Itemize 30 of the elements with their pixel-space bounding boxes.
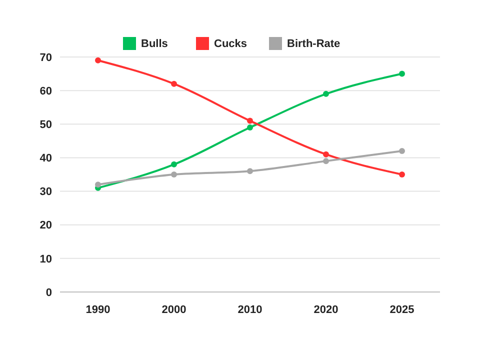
point	[95, 57, 101, 64]
y-tick-label: 70	[40, 52, 52, 64]
point	[399, 70, 405, 77]
point	[171, 80, 177, 87]
x-tick-label: 1990	[86, 304, 110, 316]
point	[323, 151, 329, 158]
y-tick-label: 0	[46, 286, 52, 299]
y-tick-label: 10	[40, 253, 52, 266]
x-tick-label: 2000	[162, 304, 186, 316]
x-tick-label: 2025	[390, 304, 414, 316]
y-tick-label: 60	[40, 85, 52, 98]
x-tick-label: 2020	[314, 304, 338, 316]
point	[399, 148, 405, 154]
legend-label: Bulls	[141, 38, 168, 50]
point	[247, 118, 253, 124]
y-tick-label: 40	[40, 152, 52, 165]
point	[323, 90, 329, 97]
y-tick-label: 50	[40, 118, 52, 131]
legend-label: Cucks	[214, 38, 248, 50]
point	[247, 168, 253, 174]
y-tick-label: 30	[40, 186, 52, 198]
point	[171, 172, 177, 178]
point	[95, 182, 101, 188]
point	[323, 158, 329, 164]
y-tick-label: 20	[40, 220, 52, 232]
legend-label: Birth-Rate	[287, 38, 340, 50]
point	[399, 172, 405, 178]
point	[171, 161, 177, 168]
point	[247, 124, 253, 130]
x-tick-label: 2010	[238, 304, 262, 316]
